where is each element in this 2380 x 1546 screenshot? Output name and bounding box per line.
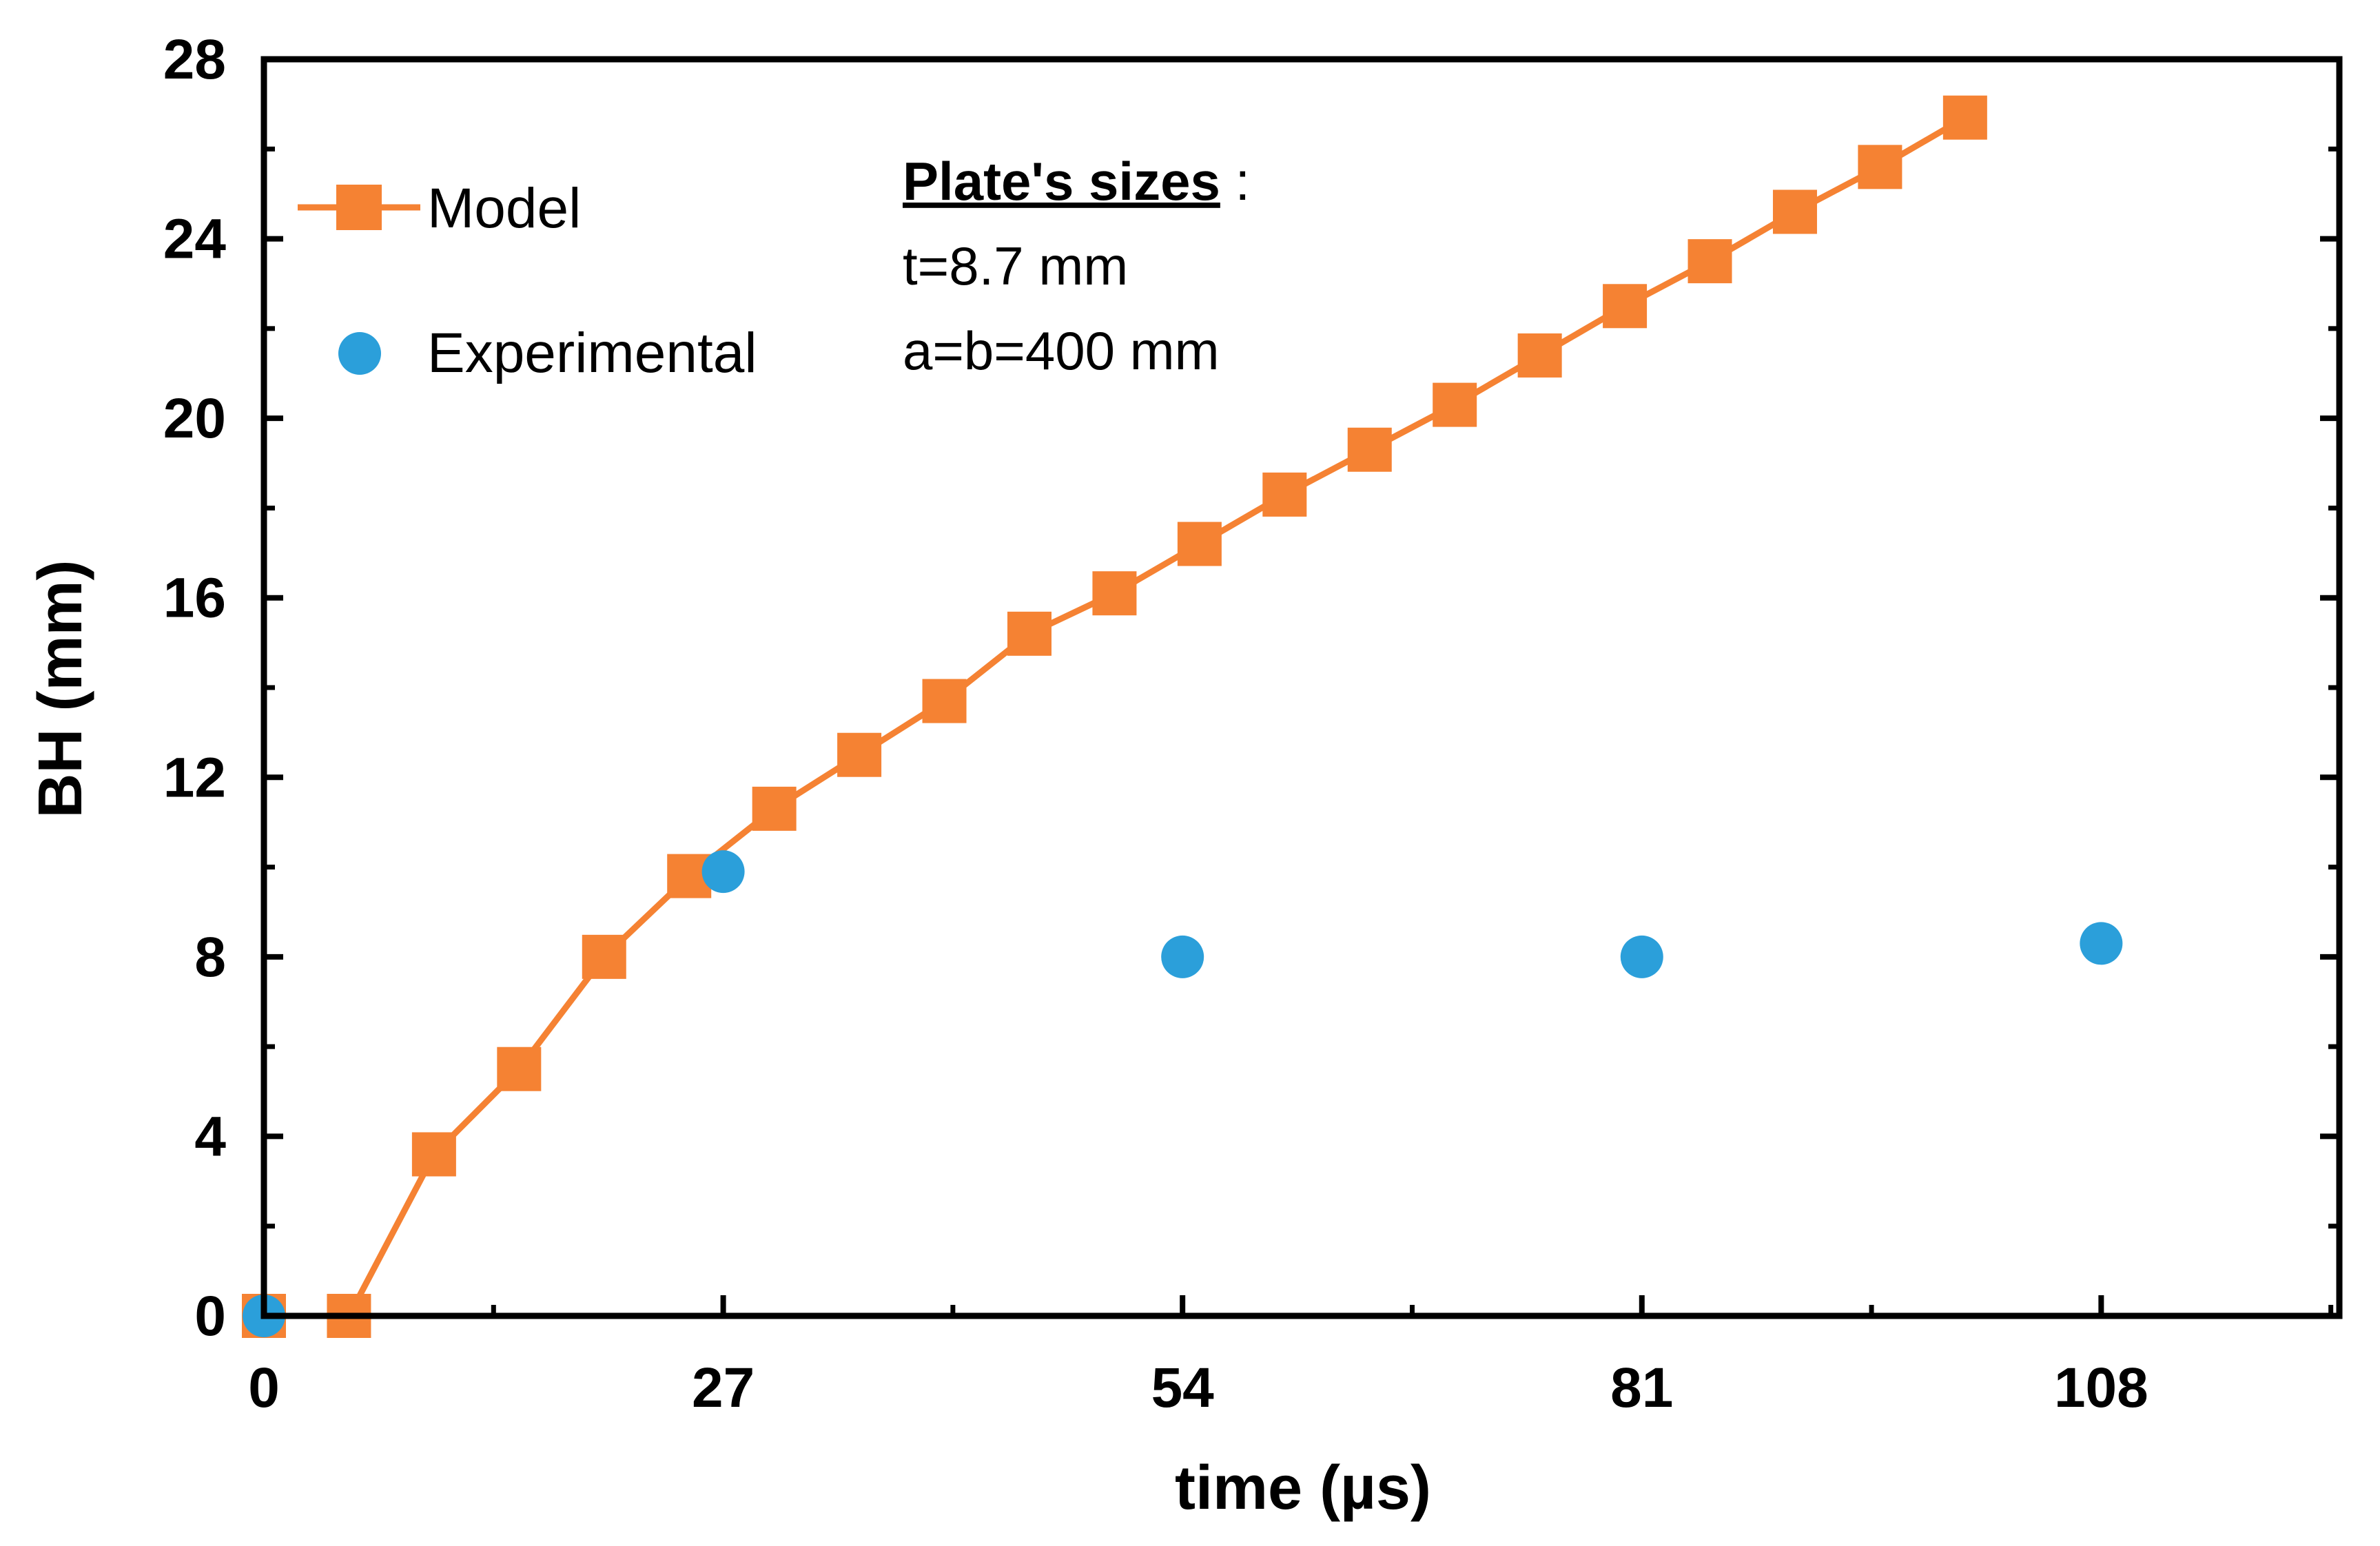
annotation-title-suffix: : xyxy=(1220,151,1250,212)
model-point xyxy=(1092,571,1137,616)
model-point xyxy=(1603,284,1648,329)
model-point xyxy=(1433,382,1477,427)
x-tick-label: 27 xyxy=(692,1357,755,1419)
y-tick-label: 24 xyxy=(163,208,227,271)
model-point xyxy=(1772,189,1817,234)
annotation-title: Plate's sizes xyxy=(903,151,1220,212)
annotation-dimensions: a=b=400 mm xyxy=(903,320,1220,381)
y-tick-label: 28 xyxy=(163,28,226,91)
legend-model-marker xyxy=(336,185,382,230)
model-point xyxy=(497,1047,542,1091)
model-point xyxy=(922,679,967,723)
y-tick-label: 16 xyxy=(163,567,226,630)
y-tick-label: 4 xyxy=(194,1105,226,1168)
legend-model-label: Model xyxy=(427,177,581,240)
x-tick-label: 54 xyxy=(1151,1357,1215,1419)
y-tick-label: 0 xyxy=(194,1285,226,1348)
x-tick-label: 81 xyxy=(1610,1357,1673,1419)
y-tick-label: 12 xyxy=(163,746,226,809)
experimental-point xyxy=(1620,935,1663,978)
legend-experimental-label: Experimental xyxy=(427,322,757,384)
model-point xyxy=(837,732,882,777)
y-axis-tick-labels: 0 4 8 12 16 20 24 28 xyxy=(163,28,227,1348)
plot-area-frame xyxy=(260,56,2343,1319)
model-point xyxy=(1858,145,1902,189)
legend: Model Experimental xyxy=(298,177,757,384)
model-point xyxy=(1942,95,1987,140)
model-point xyxy=(1177,522,1222,566)
model-point xyxy=(582,934,626,979)
annotation-title-line: Plate's sizes : xyxy=(903,151,1250,212)
model-point xyxy=(411,1132,456,1177)
x-axis-tick-labels: 0 27 54 81 108 xyxy=(248,1357,2148,1419)
experimental-point xyxy=(701,850,745,894)
experimental-point xyxy=(1161,935,1204,978)
model-point xyxy=(1347,427,1392,472)
x-axis-title: time (µs) xyxy=(1175,1454,1431,1523)
y-axis-title: BH (mm) xyxy=(26,560,95,818)
model-point xyxy=(1687,239,1732,284)
model-point xyxy=(752,786,797,831)
model-point xyxy=(1007,611,1051,656)
y-tick-label: 8 xyxy=(194,926,226,989)
experimental-series xyxy=(243,850,2123,1337)
annotation-thickness: t=8.7 mm xyxy=(903,236,1128,296)
model-point xyxy=(1517,333,1562,378)
y-tick-label: 20 xyxy=(163,387,226,450)
plate-sizes-annotation: Plate's sizes : t=8.7 mm a=b=400 mm xyxy=(903,151,1250,381)
experimental-point xyxy=(2080,922,2123,965)
x-tick-label: 0 xyxy=(248,1357,280,1419)
x-tick-label: 108 xyxy=(2054,1357,2148,1419)
legend-experimental-marker xyxy=(338,332,381,375)
model-point xyxy=(1262,472,1307,517)
